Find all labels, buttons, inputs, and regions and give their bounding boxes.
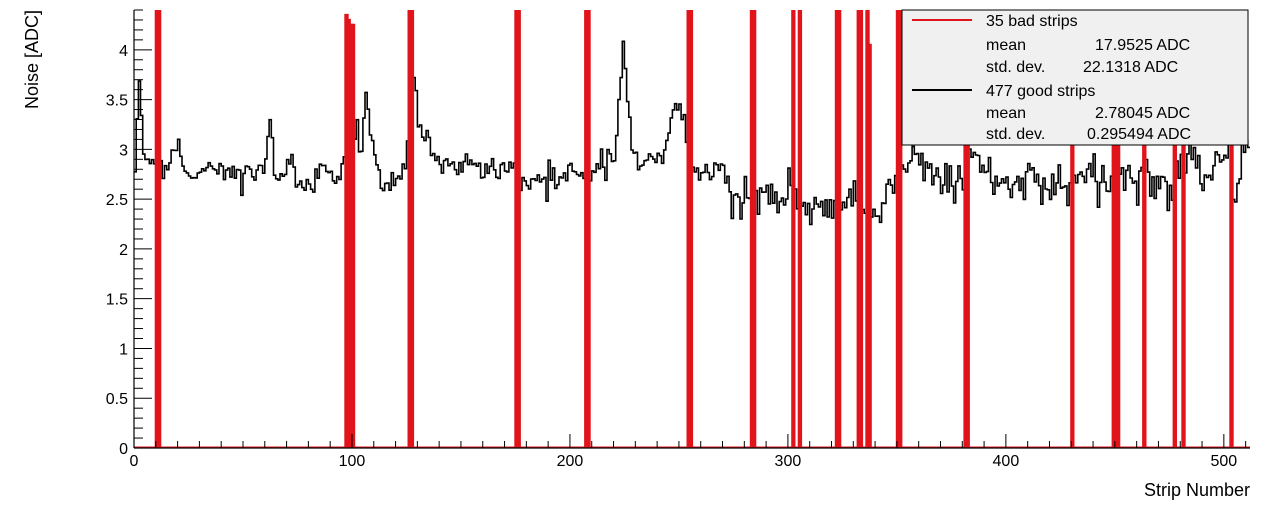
bad-strip-bar: [1070, 10, 1075, 448]
bad-strip-bar: [409, 10, 415, 448]
legend-good-label: 477 good strips: [986, 83, 1095, 100]
y-tick-label: 4: [119, 43, 128, 60]
bad-strip-bar: [350, 23, 356, 448]
legend-bad-mean-value: 17.9525 ADC: [1095, 37, 1190, 54]
y-tick-label: 3.5: [106, 93, 128, 110]
bad-strip-bar: [965, 10, 970, 448]
y-tick-label: 1: [119, 341, 128, 358]
legend-box: [901, 9, 1249, 146]
bad-strip-bar: [1111, 10, 1116, 448]
legend-bad-label: 35 bad strips: [986, 13, 1078, 30]
y-tick-label: 1.5: [106, 292, 128, 309]
bad-strip-bar: [1172, 10, 1177, 448]
legend-good-mean-label: mean: [986, 105, 1026, 122]
bad-strip-bar: [1142, 10, 1147, 448]
x-tick-label: 0: [130, 453, 139, 470]
bad-strip-bar: [516, 10, 521, 448]
bad-strip-bar: [751, 10, 757, 448]
bad-strip-bar: [791, 10, 796, 448]
x-axis-label: Strip Number: [1144, 480, 1250, 500]
bad-strip-bar: [898, 10, 903, 448]
x-tick-label: 500: [1210, 453, 1237, 470]
legend-bad-mean-label: mean: [986, 37, 1026, 54]
bad-strip-bar: [688, 10, 694, 448]
bad-strip-bar: [836, 10, 842, 448]
y-tick-label: 0.5: [106, 391, 128, 408]
legend-good-std-value: 0.295494 ADC: [1087, 126, 1191, 143]
y-tick-label: 2.5: [106, 192, 128, 209]
x-tick-label: 400: [993, 453, 1020, 470]
bad-strip-bar: [1181, 10, 1186, 448]
legend-good-std-label: std. dev.: [986, 126, 1045, 143]
y-tick-label: 3: [119, 142, 128, 159]
legend-bad-std-label: std. dev.: [986, 59, 1045, 76]
bad-strip-bar: [797, 10, 803, 448]
bad-strip-bar: [858, 10, 864, 448]
bad-strip-bar: [867, 43, 872, 448]
series-layer: [134, 10, 1250, 448]
x-tick-label: 200: [557, 453, 584, 470]
bad-strip-bar: [1229, 10, 1234, 448]
legend-bad-std-value: 22.1318 ADC: [1083, 59, 1178, 76]
bad-strip-bar: [156, 10, 162, 448]
y-tick-label: 0: [119, 441, 128, 458]
bad-strip-bar: [1115, 10, 1121, 448]
bad-strip-bar: [586, 10, 591, 448]
y-axis-label: Noise [ADC]: [22, 10, 42, 109]
y-tick-label: 2: [119, 242, 128, 259]
x-tick-label: 300: [775, 453, 802, 470]
x-tick-label: 100: [339, 453, 366, 470]
axes-layer: 0 0.5 1 1.5 2 2.5 3 3.5 4 0 100 200 300 400 500: [106, 9, 1250, 470]
legend: 35 bad strips mean 17.9525 ADC std. dev.…: [901, 9, 1249, 146]
legend-good-mean-value: 2.78045 ADC: [1095, 105, 1190, 122]
